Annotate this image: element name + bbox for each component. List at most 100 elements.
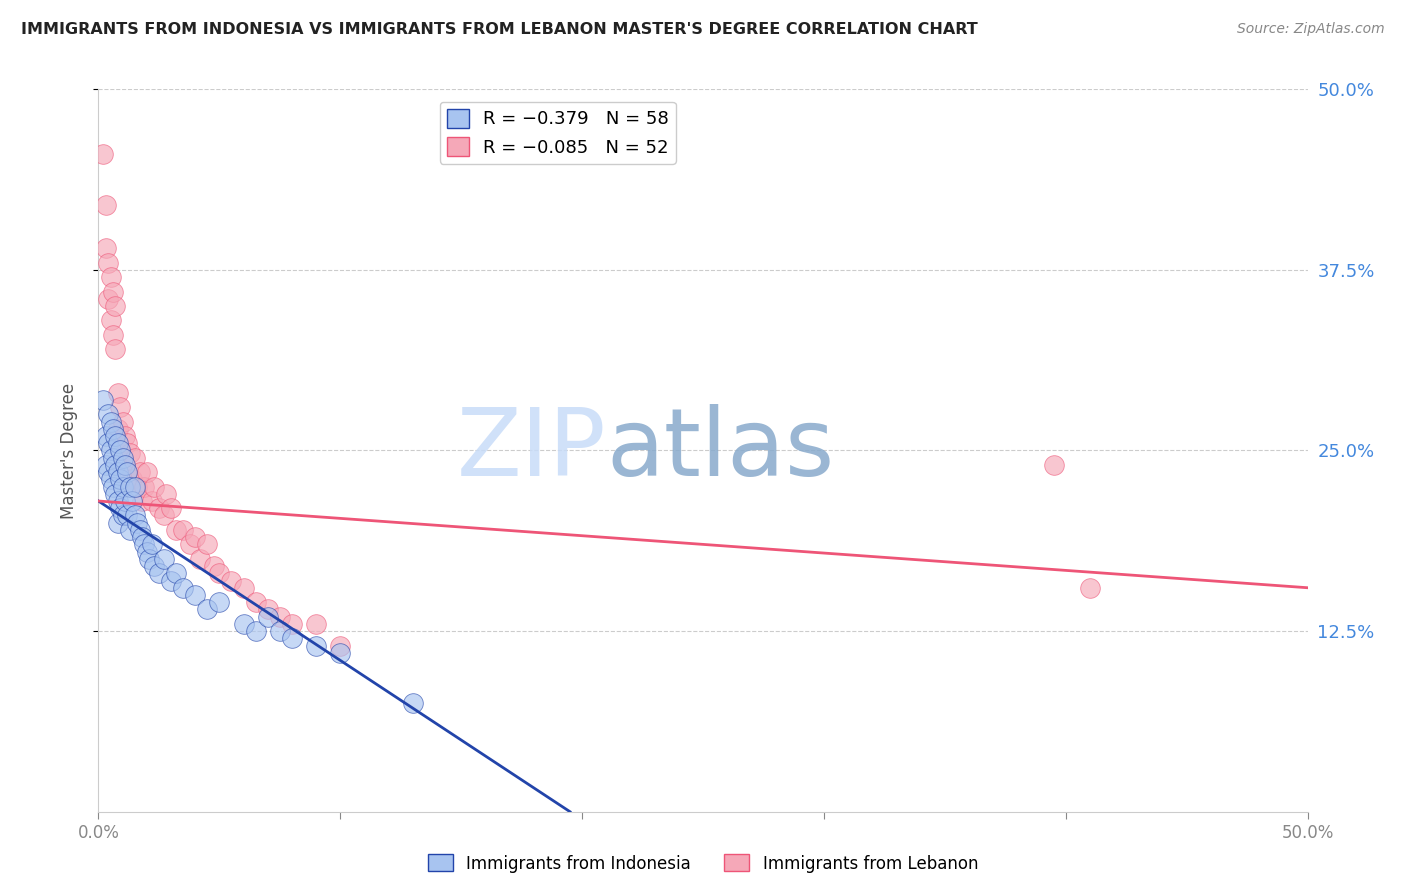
- Point: [91, 147, 114, 161]
- Point: [104, 299, 127, 313]
- Point: [138, 551, 160, 566]
- Point: [101, 285, 124, 299]
- Point: [94, 241, 117, 255]
- Point: [195, 537, 218, 551]
- Point: [148, 566, 170, 581]
- Point: [160, 501, 183, 516]
- Point: [135, 544, 157, 558]
- Point: [107, 422, 129, 436]
- Point: [256, 609, 278, 624]
- Point: [104, 343, 127, 357]
- Point: [152, 551, 174, 566]
- Point: [179, 537, 201, 551]
- Point: [204, 559, 226, 574]
- Point: [124, 508, 146, 523]
- Point: [131, 530, 153, 544]
- Point: [107, 465, 129, 479]
- Point: [245, 624, 267, 639]
- Point: [108, 443, 131, 458]
- Point: [172, 581, 194, 595]
- Legend: Immigrants from Indonesia, Immigrants from Lebanon: Immigrants from Indonesia, Immigrants fr…: [422, 847, 984, 880]
- Point: [232, 581, 254, 595]
- Point: [117, 436, 139, 450]
- Point: [100, 472, 122, 486]
- Point: [101, 422, 124, 436]
- Point: [141, 494, 163, 508]
- Point: [118, 523, 141, 537]
- Point: [97, 436, 120, 450]
- Point: [1078, 581, 1101, 595]
- Point: [195, 602, 218, 616]
- Point: [148, 501, 170, 516]
- Point: [97, 255, 120, 269]
- Point: [97, 407, 120, 421]
- Text: IMMIGRANTS FROM INDONESIA VS IMMIGRANTS FROM LEBANON MASTER'S DEGREE CORRELATION: IMMIGRANTS FROM INDONESIA VS IMMIGRANTS …: [21, 22, 977, 37]
- Point: [111, 450, 134, 465]
- Point: [108, 443, 131, 458]
- Point: [128, 465, 150, 479]
- Point: [101, 450, 124, 465]
- Point: [329, 646, 352, 660]
- Point: [94, 198, 117, 212]
- Point: [131, 494, 153, 508]
- Point: [111, 415, 134, 429]
- Point: [141, 537, 163, 551]
- Point: [128, 523, 150, 537]
- Point: [104, 487, 127, 501]
- Point: [101, 327, 124, 342]
- Point: [256, 602, 278, 616]
- Point: [305, 616, 328, 631]
- Point: [124, 480, 146, 494]
- Point: [111, 508, 134, 523]
- Point: [117, 465, 139, 479]
- Point: [172, 523, 194, 537]
- Point: [114, 494, 136, 508]
- Point: [305, 639, 328, 653]
- Point: [184, 530, 207, 544]
- Text: atlas: atlas: [606, 404, 835, 497]
- Point: [155, 487, 177, 501]
- Point: [94, 458, 117, 472]
- Point: [108, 501, 131, 516]
- Point: [143, 559, 166, 574]
- Point: [111, 458, 134, 472]
- Point: [269, 609, 291, 624]
- Point: [100, 443, 122, 458]
- Point: [232, 616, 254, 631]
- Point: [160, 574, 183, 588]
- Point: [101, 480, 124, 494]
- Point: [94, 429, 117, 443]
- Text: ZIP: ZIP: [457, 404, 606, 497]
- Point: [118, 446, 141, 460]
- Point: [221, 574, 243, 588]
- Point: [100, 415, 122, 429]
- Point: [100, 270, 122, 285]
- Point: [1042, 458, 1064, 472]
- Point: [118, 480, 141, 494]
- Point: [134, 537, 156, 551]
- Point: [127, 516, 149, 530]
- Point: [165, 523, 187, 537]
- Point: [97, 292, 120, 306]
- Point: [117, 465, 139, 479]
- Point: [91, 392, 114, 407]
- Point: [208, 566, 231, 581]
- Point: [165, 566, 187, 581]
- Point: [107, 516, 129, 530]
- Point: [127, 480, 149, 494]
- Point: [104, 429, 127, 443]
- Point: [208, 595, 231, 609]
- Point: [111, 480, 134, 494]
- Point: [143, 480, 166, 494]
- Legend: R = −0.379   N = 58, R = −0.085   N = 52: R = −0.379 N = 58, R = −0.085 N = 52: [440, 102, 676, 164]
- Point: [107, 385, 129, 400]
- Point: [107, 436, 129, 450]
- Point: [329, 639, 352, 653]
- Point: [269, 624, 291, 639]
- Point: [184, 588, 207, 602]
- Point: [121, 472, 143, 486]
- Point: [281, 616, 304, 631]
- Point: [152, 508, 174, 523]
- Point: [135, 465, 157, 479]
- Point: [104, 458, 127, 472]
